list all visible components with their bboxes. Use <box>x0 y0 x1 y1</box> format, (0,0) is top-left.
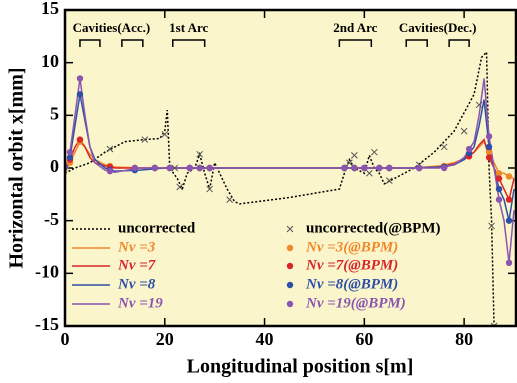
y-tick-label: -10 <box>35 261 59 281</box>
bpm-marker <box>106 145 114 153</box>
plot-area <box>65 50 515 326</box>
legend-label: uncorrected <box>118 220 196 236</box>
bpm-marker <box>66 154 74 161</box>
bpm-marker <box>488 222 495 230</box>
bpm-marker <box>341 164 348 172</box>
bpm-marker <box>490 322 498 326</box>
legend-swatch <box>286 244 294 252</box>
y-tick-label: 0 <box>50 156 59 176</box>
bpm-marker <box>495 175 503 182</box>
legend-swatch <box>286 281 294 289</box>
bpm-marker <box>76 75 84 82</box>
bpm-marker <box>485 154 493 161</box>
bpm-marker <box>76 91 84 98</box>
y-tick-label: -15 <box>35 314 59 334</box>
annotation-bracket <box>405 39 428 47</box>
bpm-marker <box>505 259 513 266</box>
bpm-marker <box>196 150 204 158</box>
legend-label: Nν =7 <box>117 257 156 273</box>
legend-label: Nν =19 <box>117 295 163 311</box>
bpm-marker <box>166 164 173 172</box>
y-axis-label: Horizontal orbit x[mm] <box>6 67 28 268</box>
y-tick-label: 15 <box>41 0 59 18</box>
annotation-bracket <box>121 39 144 47</box>
bpm-marker <box>485 133 493 140</box>
bpm-marker <box>505 173 513 180</box>
x-axis-label: Longitudinal position s[m] <box>187 356 414 378</box>
bpm-marker <box>206 164 213 172</box>
bpm-marker <box>106 167 114 175</box>
x-tick-label: 80 <box>455 329 473 349</box>
annotation: 1st Arc <box>169 20 208 35</box>
legend-swatch <box>286 262 294 270</box>
x-tick-label: 20 <box>156 329 174 349</box>
bpm-marker <box>351 152 358 159</box>
bpm-marker <box>206 185 214 193</box>
bpm-marker <box>161 130 169 138</box>
y-tick-label: 5 <box>50 103 59 123</box>
legend-label: Nν =8(@BPM) <box>305 276 398 292</box>
annotation-bracket <box>79 39 101 47</box>
y-tick-label: 10 <box>41 51 59 71</box>
bpm-marker <box>485 149 493 156</box>
x-tick-label: 0 <box>61 329 70 349</box>
legend-swatch <box>286 225 294 233</box>
bpm-marker <box>141 136 149 143</box>
bpm-marker <box>495 185 503 193</box>
bpm-marker <box>226 196 233 203</box>
bpm-marker <box>171 164 179 172</box>
bpm-marker <box>485 143 493 151</box>
annotation: Cavities(Dec.) <box>399 20 477 35</box>
legend-label: Nν =8 <box>117 276 156 292</box>
legend-label: Nν =7(@BPM) <box>305 257 398 273</box>
x-tick-label: 60 <box>355 329 373 349</box>
y-tick-label: -5 <box>44 209 59 229</box>
bpm-marker <box>385 177 393 184</box>
bpm-marker <box>346 159 353 167</box>
x-tick-label: 40 <box>256 329 274 349</box>
bpm-marker <box>370 148 378 156</box>
legend-label: Nν =3(@BPM) <box>305 239 398 255</box>
annotation-bracket <box>172 39 206 47</box>
legend-swatch <box>286 300 294 308</box>
bpm-marker <box>416 164 423 172</box>
bpm-marker <box>186 164 193 172</box>
bpm-marker <box>176 183 184 191</box>
bpm-marker <box>196 164 203 172</box>
bpm-marker <box>495 170 503 177</box>
bpm-marker <box>66 149 74 156</box>
annotation: 2nd Arc <box>333 20 377 35</box>
bpm-marker <box>440 164 448 172</box>
plot-frame <box>63 8 517 328</box>
bpm-marker <box>365 169 373 177</box>
annotation-bracket <box>448 39 470 47</box>
bpm-marker <box>386 164 393 172</box>
bpm-marker <box>376 164 383 172</box>
bpm-marker <box>361 164 368 172</box>
bpm-marker <box>495 196 503 203</box>
bpm-marker <box>465 145 473 153</box>
bpm-marker <box>475 101 483 109</box>
bpm-marker <box>440 143 448 151</box>
annotation: Cavities(Acc.) <box>73 20 151 35</box>
bpm-marker <box>151 164 159 172</box>
bpm-marker <box>351 164 358 172</box>
legend-label: uncorrected(@BPM) <box>306 220 440 236</box>
bpm-marker <box>76 136 84 143</box>
legend-label: Nν =19(@BPM) <box>305 295 406 311</box>
bpm-marker <box>460 127 468 135</box>
bpm-marker <box>131 164 139 172</box>
annotation-bracket <box>338 39 373 47</box>
bpm-marker <box>505 196 513 203</box>
bpm-marker <box>505 217 513 224</box>
legend-label: Nν =3 <box>117 239 156 255</box>
